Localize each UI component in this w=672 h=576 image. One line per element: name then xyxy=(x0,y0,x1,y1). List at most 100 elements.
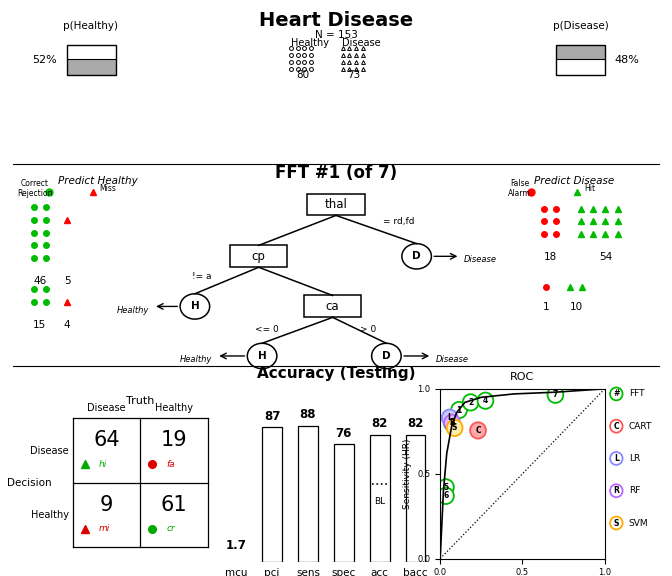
Text: 15: 15 xyxy=(33,320,46,330)
Circle shape xyxy=(463,394,478,411)
Text: D: D xyxy=(413,251,421,262)
Text: #: # xyxy=(613,389,620,399)
Text: 10: 10 xyxy=(569,302,583,312)
Text: Accuracy (Testing): Accuracy (Testing) xyxy=(257,366,415,381)
Text: 1: 1 xyxy=(542,302,549,312)
Circle shape xyxy=(610,420,622,433)
Text: Predict Disease: Predict Disease xyxy=(534,176,615,187)
Text: 80: 80 xyxy=(296,70,309,80)
Circle shape xyxy=(548,386,563,403)
Text: Healthy: Healthy xyxy=(292,37,329,48)
Circle shape xyxy=(247,343,277,369)
Title: ROC: ROC xyxy=(510,373,535,382)
Text: Healthy: Healthy xyxy=(155,403,193,413)
Text: cp: cp xyxy=(252,250,265,263)
Text: 2: 2 xyxy=(468,398,473,407)
Text: Disease: Disease xyxy=(87,403,126,413)
Text: pci: pci xyxy=(265,568,280,576)
Bar xyxy=(67,59,116,75)
Text: FFT #1 (of 7): FFT #1 (of 7) xyxy=(275,164,397,182)
Text: False
Alarm: False Alarm xyxy=(508,179,531,198)
Circle shape xyxy=(451,402,467,418)
Text: 52%: 52% xyxy=(32,55,57,65)
Text: Disease: Disease xyxy=(342,37,381,48)
Text: R: R xyxy=(449,418,455,427)
Text: Miss: Miss xyxy=(99,184,116,193)
Text: p(Disease): p(Disease) xyxy=(554,21,609,31)
Text: 48%: 48% xyxy=(615,55,640,65)
Text: fa: fa xyxy=(166,460,175,469)
Text: Healthy: Healthy xyxy=(31,510,69,520)
Text: mcu: mcu xyxy=(225,568,247,576)
Text: 87: 87 xyxy=(264,410,280,423)
Text: Correct
Rejection: Correct Rejection xyxy=(17,179,52,198)
Text: Predict Healthy: Predict Healthy xyxy=(58,176,137,187)
Text: S: S xyxy=(452,423,458,433)
Text: bacc: bacc xyxy=(403,568,428,576)
Circle shape xyxy=(610,388,622,400)
Text: L: L xyxy=(614,454,619,463)
Text: Healthy: Healthy xyxy=(180,355,212,365)
Text: 3: 3 xyxy=(449,418,454,427)
Text: 5: 5 xyxy=(444,483,448,492)
Circle shape xyxy=(610,452,622,465)
Text: 4: 4 xyxy=(64,320,71,330)
Text: 46: 46 xyxy=(33,276,46,286)
Circle shape xyxy=(442,410,458,426)
Text: Disease: Disease xyxy=(464,255,497,264)
Circle shape xyxy=(402,244,431,269)
Text: 82: 82 xyxy=(407,417,424,430)
FancyBboxPatch shape xyxy=(230,245,288,267)
Text: 73: 73 xyxy=(347,70,361,80)
Text: acc: acc xyxy=(371,568,388,576)
Text: Healthy: Healthy xyxy=(117,306,149,315)
Text: 4: 4 xyxy=(482,396,488,405)
Text: 76: 76 xyxy=(335,427,352,439)
Circle shape xyxy=(444,415,460,431)
Text: Heart Disease: Heart Disease xyxy=(259,11,413,29)
Text: thal: thal xyxy=(325,198,347,211)
Text: > 0: > 0 xyxy=(360,325,376,334)
Text: 6: 6 xyxy=(444,491,448,501)
Bar xyxy=(334,444,353,562)
Circle shape xyxy=(447,420,462,436)
Bar xyxy=(67,45,116,75)
Bar xyxy=(556,45,605,75)
Text: p(Healthy): p(Healthy) xyxy=(63,21,118,31)
Text: 7: 7 xyxy=(553,391,558,399)
Text: Disease: Disease xyxy=(30,446,69,456)
Text: R: R xyxy=(614,486,620,495)
Text: BL: BL xyxy=(374,497,385,506)
Text: ca: ca xyxy=(326,300,339,313)
Text: FFT: FFT xyxy=(629,389,644,399)
Text: spec: spec xyxy=(332,568,356,576)
Bar xyxy=(406,435,425,562)
Text: 9: 9 xyxy=(100,495,114,515)
Text: RF: RF xyxy=(629,486,640,495)
Text: L: L xyxy=(448,413,452,422)
Circle shape xyxy=(438,488,454,504)
Y-axis label: Sensitivity (HR): Sensitivity (HR) xyxy=(403,438,412,509)
Text: C: C xyxy=(614,422,619,431)
Circle shape xyxy=(444,415,460,431)
Text: 54: 54 xyxy=(599,252,613,262)
Text: 19: 19 xyxy=(161,430,187,450)
Text: S: S xyxy=(614,518,619,528)
Text: cr: cr xyxy=(166,524,175,533)
Text: 18: 18 xyxy=(544,252,557,262)
Text: <= 0: <= 0 xyxy=(255,325,279,334)
Bar xyxy=(262,427,282,562)
Circle shape xyxy=(372,343,401,369)
Circle shape xyxy=(180,294,210,319)
Text: 82: 82 xyxy=(372,417,388,430)
Text: Disease: Disease xyxy=(435,355,468,365)
Text: hi: hi xyxy=(99,460,107,469)
Text: Decision: Decision xyxy=(7,478,52,488)
Text: 88: 88 xyxy=(300,408,317,421)
Text: 61: 61 xyxy=(161,495,187,515)
Text: CART: CART xyxy=(629,422,652,431)
Text: sens: sens xyxy=(296,568,320,576)
Circle shape xyxy=(438,479,454,495)
Text: H: H xyxy=(190,301,200,312)
Text: D: D xyxy=(382,351,390,361)
